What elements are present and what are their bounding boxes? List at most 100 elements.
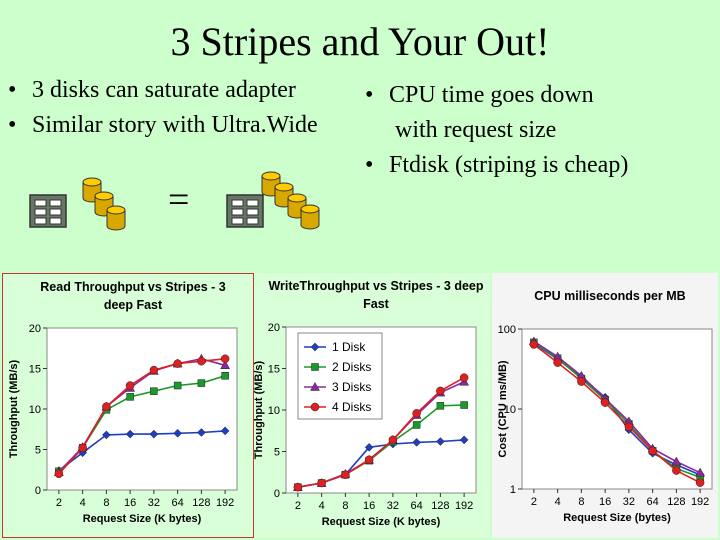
y-tick-label: 100 [498,324,516,336]
data-point [54,469,64,479]
series-4 [293,373,469,492]
bullet-dot: • [8,112,17,138]
x-tick-label: 4 [555,496,561,508]
y-tick-label: 20 [29,323,41,335]
data-point [197,428,206,437]
data-point [220,360,231,370]
data-point [460,401,468,409]
disk-icon [300,204,320,230]
data-point [695,478,705,487]
series-line [533,343,701,484]
data-point [310,381,320,391]
data-point [220,426,230,436]
data-point [102,430,111,440]
bullet-continuation: with request size [395,117,557,143]
x-tick-label: 192 [455,500,473,512]
x-tick-label: 2 [531,496,537,508]
x-axis-label: Request Size (K bytes) [83,513,202,525]
data-point [671,456,682,466]
legend-label: 4 Disks [332,400,371,414]
y-tick-label: 10 [29,404,41,416]
x-tick-label: 2 [56,497,62,509]
x-tick-label: 8 [578,496,584,508]
x-tick-label: 64 [411,500,423,512]
chart-title: deep Fast [104,298,163,312]
y-tick-label: 0 [274,488,280,500]
adapter-disks-clipart-left [29,177,126,231]
x-tick-label: 2 [295,500,301,512]
data-point [173,359,182,368]
data-point [388,435,398,445]
y-tick-label: 5 [35,445,41,457]
data-point [125,429,135,439]
bullet-dot: • [365,82,374,108]
y-axis-label: Throughput (MB/s) [8,359,20,458]
slide-title: 3 Stripes and Your Out! [170,19,550,64]
chart-title: CPU milliseconds per MB [534,289,685,303]
y-axis-label: Cost (CPU ms/MB) [497,360,509,458]
y-tick-label: 5 [274,447,280,459]
data-point [436,386,445,396]
bullet-text: 3 disks can saturate adapter [32,77,296,103]
bullet-text: CPU time goes down [389,82,594,108]
x-tick-label: 16 [599,496,611,508]
x-axis-label: Request Size (bytes) [563,512,671,524]
data-point [577,377,586,386]
x-tick-label: 64 [647,496,659,508]
data-point [310,342,320,352]
data-point [173,428,182,438]
write-throughput-svg: WriteThroughput vs Stripes - 3 deep Fast 0… [254,279,484,528]
cpu-ms-chart: CPU milliseconds per MB 100 10 1 2 4 8 16 32 64 12… [492,273,718,538]
x-tick-label: 128 [431,500,449,512]
data-point [310,402,320,412]
data-point [149,365,159,375]
series-4 [54,354,230,479]
bullet-text: Similar story with Ultra.Wide [32,112,318,138]
legend-label: 2 Disks [332,360,371,374]
x-tick-label: 4 [319,500,325,512]
x-tick-label: 192 [216,497,234,509]
data-point [126,393,134,401]
data-point [364,442,374,452]
x-tick-label: 32 [148,497,160,509]
left-bullet-list: • 3 disks can saturate adapter • Similar s… [8,73,318,143]
y-tick-label: 10 [268,405,280,417]
data-point [311,363,319,371]
cpu-ms-svg: CPU milliseconds per MB 100 10 1 2 4 8 16 32 64 12… [497,289,713,524]
data-point [364,455,374,465]
data-point [78,443,87,453]
bullet-text: Ftdisk (striping is cheap) [389,152,629,178]
x-tick-label: 8 [103,497,109,509]
chart-title: WriteThroughput vs Stripes - 3 deep [268,279,483,293]
x-tick-label: 192 [691,496,709,508]
data-point [412,409,421,418]
data-point [624,422,634,431]
y-tick-label: 10 [504,404,516,416]
data-point [197,356,206,366]
write-throughput-chart: WriteThroughput vs Stripes - 3 deep Fast 0… [254,273,490,538]
data-point [436,437,445,446]
data-point [648,446,657,456]
right-bullet-list: • CPU time goes down with request size • F… [365,78,628,183]
data-point [102,402,111,411]
data-point [459,373,469,382]
data-point [529,340,539,349]
bullet-dot: • [365,152,374,178]
data-point [412,438,421,447]
bullet-item: • Similar story with Ultra.Wide [8,108,318,143]
x-tick-label: 128 [667,496,685,508]
data-point [125,381,135,390]
y-axis-label: Throughput (MB/s) [254,360,265,459]
data-point [553,358,562,367]
legend-label: 1 Disk [332,340,366,354]
chart-title: Read Throughput vs Stripes - 3 [40,280,225,294]
read-throughput-svg: Read Throughput vs Stripes - 3 deep Fast 0… [8,280,238,525]
data-point [221,372,229,380]
data-point [672,466,681,475]
x-tick-label: 4 [80,497,86,509]
y-tick-label: 15 [29,364,41,376]
chart-title: Fast [363,297,390,311]
read-throughput-chart: Read Throughput vs Stripes - 3 deep Fast 0… [2,273,254,538]
x-tick-label: 16 [363,500,375,512]
adapter-icon [29,194,67,228]
